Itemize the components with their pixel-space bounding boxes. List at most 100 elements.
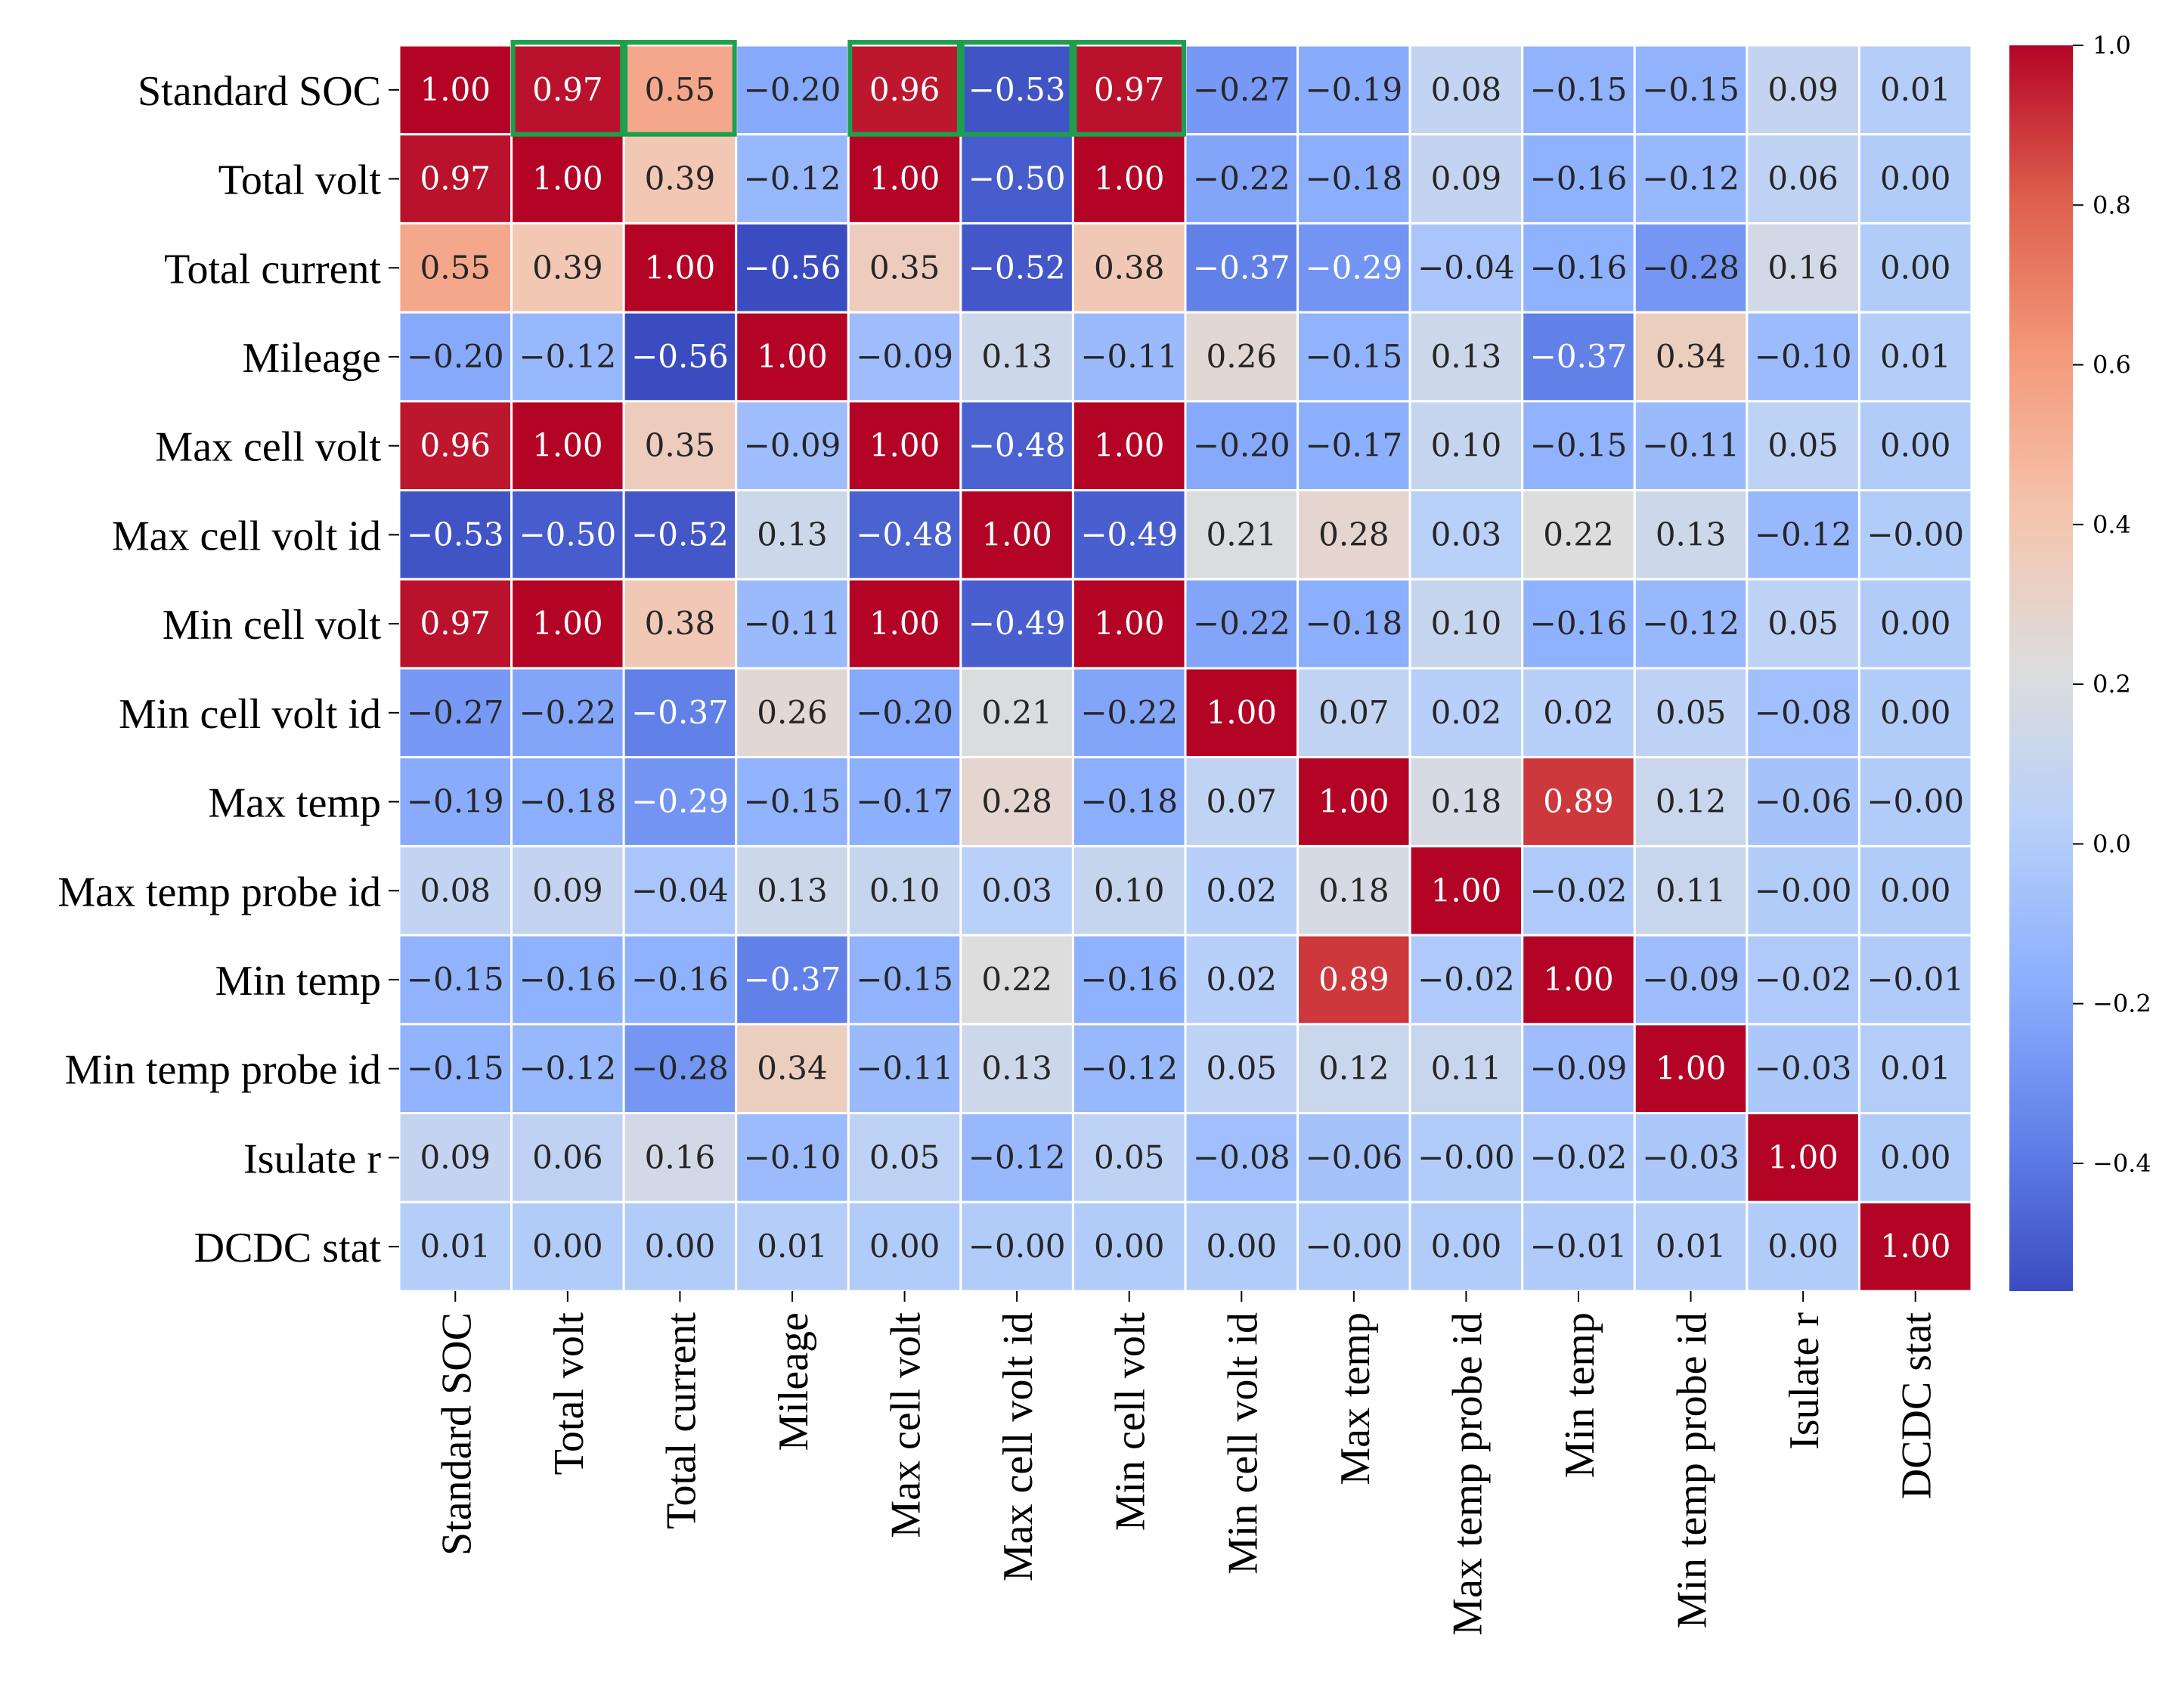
cell-value-label: −0.08 — [1193, 1138, 1290, 1175]
cell-value-label: 0.01 — [1880, 338, 1951, 375]
heatmap-cell — [1184, 934, 1300, 1026]
heatmap-cell — [622, 489, 738, 581]
heatmap-cell — [1746, 578, 1860, 670]
cell-value-label: 1.00 — [1543, 961, 1614, 998]
x-tick-label: Min cell volt — [1107, 1312, 1154, 1532]
x-tick-label: Max cell volt id — [995, 1312, 1042, 1581]
cell-value-label: −0.10 — [744, 1138, 841, 1175]
cell-value-label: −0.18 — [519, 783, 616, 820]
heatmap-cell — [1857, 311, 1973, 403]
x-tick-label: Mileage — [770, 1312, 817, 1451]
cell-value-label: −0.15 — [1642, 71, 1739, 108]
colorbar-tick-label: 0.8 — [2093, 190, 2131, 219]
cell-value-label: −0.15 — [744, 783, 841, 820]
cell-value-label: −0.15 — [1530, 71, 1628, 108]
heatmap-cell — [1296, 844, 1411, 937]
cell-value-label: 0.97 — [532, 71, 603, 108]
cell-value-label: −0.16 — [1080, 961, 1178, 998]
cell-value-label: 0.18 — [1318, 872, 1389, 909]
heatmap-cell — [398, 311, 513, 403]
cell-value-label: 0.00 — [1767, 1228, 1839, 1265]
cell-value-label: 0.00 — [1880, 694, 1951, 731]
cell-value-label: −0.20 — [744, 71, 841, 108]
heatmap-cell — [622, 934, 738, 1026]
cell-value-label: −0.56 — [744, 249, 841, 286]
heatmap-cell — [398, 1023, 513, 1115]
cell-value-label: −0.03 — [1642, 1138, 1739, 1175]
cell-value-label: −0.06 — [1305, 1138, 1402, 1175]
cell-value-label: 0.96 — [869, 71, 940, 108]
cell-value-label: −0.27 — [407, 694, 504, 731]
cell-value-label: 1.00 — [1767, 1138, 1839, 1175]
cell-value-label: 1.00 — [1880, 1228, 1951, 1265]
cell-value-label: −0.10 — [1755, 338, 1852, 375]
heatmap-cell — [1071, 311, 1187, 403]
cell-value-label: −0.22 — [1080, 694, 1178, 731]
highlight-boxes — [510, 40, 1187, 137]
cell-value-label: 0.01 — [1880, 1050, 1951, 1087]
colorbar-tick-label: −0.2 — [2093, 990, 2151, 1018]
cell-value-label: 0.13 — [981, 1050, 1052, 1087]
heatmap-cell — [1857, 1112, 1973, 1203]
heatmap-cells: 1.00 0.97 0.55 −0.20 0.96 −0.53 0.97 −0.27 −0.19… — [398, 44, 1973, 1293]
cell-value-label: 0.05 — [1767, 427, 1839, 464]
y-tick-label: Max temp — [208, 780, 381, 827]
heatmap-cell — [398, 578, 513, 670]
cell-value-label: −0.12 — [1642, 605, 1739, 642]
heatmap-cell — [1857, 1200, 1973, 1293]
heatmap-cell — [1633, 311, 1749, 403]
cell-value-label: 1.00 — [757, 338, 828, 375]
cell-value-label: −0.11 — [1080, 338, 1178, 375]
cell-value-label: 0.11 — [1431, 1050, 1502, 1087]
cell-value-label: −0.37 — [744, 961, 841, 998]
cell-value-label: −0.09 — [1642, 961, 1739, 998]
colorbar-tick-label: −0.4 — [2093, 1149, 2151, 1178]
heatmap-cell — [622, 133, 738, 225]
cell-value-label: 0.06 — [532, 1138, 603, 1175]
cell-value-label: 0.09 — [1431, 160, 1502, 197]
heatmap-cell — [510, 844, 625, 937]
x-tick-label: Max temp — [1332, 1312, 1379, 1485]
cell-value-label: 0.34 — [757, 1050, 828, 1087]
cell-value-label: −0.37 — [1193, 249, 1290, 286]
cell-value-label: 0.12 — [1656, 783, 1727, 820]
x-tick-label: Total current — [658, 1312, 705, 1529]
cell-value-label: 0.02 — [1543, 694, 1614, 731]
heatmap-cell — [959, 489, 1074, 581]
y-tick-label: Max cell volt — [155, 424, 381, 471]
cell-value-label: 0.10 — [869, 872, 940, 909]
cell-value-label: 1.00 — [1094, 160, 1165, 197]
cell-value-label: 0.22 — [1543, 516, 1614, 553]
heatmap-cell — [1071, 489, 1187, 581]
heatmap-cell — [622, 311, 738, 403]
cell-value-label: −0.04 — [631, 872, 729, 909]
y-tick-label: Min cell volt id — [119, 691, 381, 738]
heatmap-cell — [1521, 221, 1636, 314]
cell-value-label: −0.49 — [1080, 516, 1178, 553]
heatmap-cell — [1184, 756, 1300, 847]
cell-value-label: 0.00 — [532, 1228, 603, 1265]
heatmap-cell — [1633, 756, 1749, 847]
heatmap-cell — [1296, 311, 1411, 403]
cell-value-label: 0.35 — [645, 427, 716, 464]
cell-value-label: 1.00 — [869, 160, 940, 197]
cell-value-label: −0.52 — [631, 516, 729, 553]
cell-value-label: −0.12 — [1080, 1050, 1178, 1087]
heatmap-cell — [1633, 1200, 1749, 1293]
cell-value-label: −0.17 — [1305, 427, 1402, 464]
heatmap-cell — [1071, 756, 1187, 847]
heatmap-cell — [1857, 667, 1973, 759]
cell-value-label: 0.05 — [1094, 1138, 1165, 1175]
cell-value-label: 0.03 — [1431, 516, 1502, 553]
y-tick-label: Mileage — [243, 335, 381, 382]
cell-value-label: 0.00 — [1431, 1228, 1502, 1265]
heatmap-cell — [1408, 934, 1524, 1026]
cell-value-label: −0.50 — [519, 516, 616, 553]
heatmap-cell — [1296, 221, 1411, 314]
heatmap-cell — [1184, 133, 1300, 225]
heatmap-cell — [1521, 400, 1636, 492]
cell-value-label: −0.16 — [631, 961, 729, 998]
cell-value-label: 0.22 — [981, 961, 1052, 998]
cell-value-label: 0.34 — [1656, 338, 1727, 375]
cell-value-label: −0.28 — [631, 1050, 729, 1087]
